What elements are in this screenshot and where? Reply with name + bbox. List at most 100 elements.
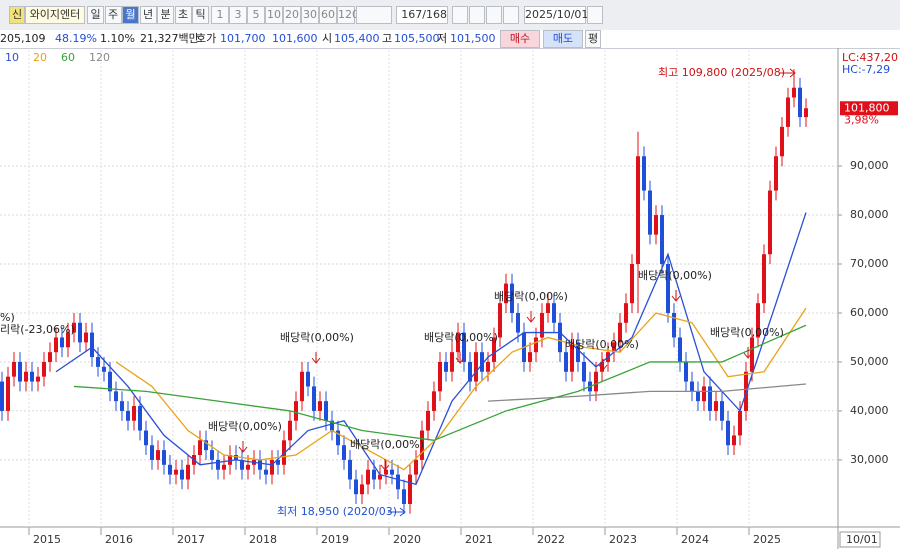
- period-button[interactable]: 월: [122, 6, 139, 24]
- candle-body: [516, 312, 520, 333]
- candle-body: [120, 401, 124, 411]
- dividend-arrow: [238, 441, 248, 453]
- badge[interactable]: 신: [9, 6, 25, 24]
- last-price-box: [840, 101, 898, 116]
- y-tick-label: 90,000: [850, 159, 889, 172]
- y-tick-label: 60,000: [850, 306, 889, 319]
- interval-button[interactable]: 10: [265, 6, 283, 24]
- quote-volume: 205,109: [0, 32, 46, 45]
- candle-body: [690, 381, 694, 392]
- candle-body: [204, 440, 208, 451]
- quote-bid2: 101,600: [272, 32, 318, 45]
- interval-button[interactable]: 30: [301, 6, 319, 24]
- x-tick-label: 2024: [681, 533, 709, 546]
- quote-low: 101,500: [450, 32, 496, 45]
- annotation: 배당락(0,00%): [565, 338, 639, 351]
- tool-icon[interactable]: [503, 6, 519, 24]
- quote-low-label: 저: [437, 32, 448, 45]
- candle-body: [576, 342, 580, 362]
- candle-body: [636, 156, 640, 265]
- interval-button[interactable]: 1: [211, 6, 229, 24]
- candle-body: [324, 401, 328, 421]
- candle-body: [594, 371, 598, 392]
- candle-body: [678, 337, 682, 362]
- candle-body: [420, 430, 424, 460]
- quote-bar: 205,109 48.19% 1.10% 21,327백만 호가 101,700 101,6…: [0, 30, 900, 49]
- plot-area: [0, 50, 838, 527]
- candle-body: [108, 371, 112, 392]
- candle-body: [762, 254, 766, 304]
- candle-body: [444, 361, 448, 372]
- period-button[interactable]: 년: [139, 6, 157, 24]
- candle-body: [24, 371, 28, 382]
- candle-body: [684, 361, 688, 382]
- x-tick-label: 2019: [321, 533, 349, 546]
- candle-body: [102, 366, 106, 372]
- dividend-arrow: [380, 459, 390, 471]
- candle-body: [618, 322, 622, 343]
- x-tick-label: 2022: [537, 533, 565, 546]
- moving-average: [55, 212, 807, 486]
- quote-open-label: 시: [322, 32, 333, 45]
- interval-button[interactable]: 120: [337, 6, 359, 24]
- candle-body: [336, 430, 340, 446]
- date[interactable]: 2025/10/01: [524, 6, 588, 24]
- candle-body: [582, 361, 586, 382]
- legend-item: 120: [89, 51, 110, 64]
- candle-body: [774, 156, 778, 191]
- candle-body: [0, 381, 4, 411]
- x-tick-label: 2025: [753, 533, 781, 546]
- high-arrow: [780, 68, 796, 78]
- candle-body: [228, 455, 232, 465]
- candle-body: [432, 391, 436, 411]
- sell-button[interactable]: 매도: [543, 30, 583, 48]
- cursor-date: 10/01: [846, 533, 878, 546]
- candle-body: [96, 357, 100, 367]
- y-tick-label: 70,000: [850, 257, 889, 270]
- x-tick-label: 2020: [393, 533, 421, 546]
- candle-body: [504, 283, 508, 304]
- count: 167/168: [396, 6, 448, 24]
- candle-body: [768, 190, 772, 255]
- tool-icon[interactable]: [452, 6, 468, 24]
- calendar[interactable]: [587, 6, 603, 24]
- interval-button[interactable]: 3: [229, 6, 247, 24]
- avg-button[interactable]: 평: [585, 30, 601, 48]
- candle-body: [696, 391, 700, 402]
- period-button[interactable]: 일: [87, 6, 104, 24]
- period-button[interactable]: 분: [157, 6, 174, 24]
- candle-body: [534, 337, 538, 353]
- candle-body: [654, 215, 658, 235]
- interval-button[interactable]: 5: [247, 6, 265, 24]
- period-button[interactable]: 주: [104, 6, 122, 24]
- candle-body: [288, 420, 292, 441]
- dropdown[interactable]: [356, 6, 392, 24]
- annotation: 배당락(0,00%): [494, 290, 568, 303]
- candle-body: [564, 352, 568, 372]
- period-button[interactable]: 초: [174, 6, 192, 24]
- candle-body: [342, 445, 346, 460]
- candle-body: [144, 430, 148, 446]
- period-button[interactable]: 틱: [192, 6, 209, 24]
- tool-icon[interactable]: [469, 6, 485, 24]
- dividend-arrow: [311, 352, 321, 364]
- dividend-arrow: [526, 311, 536, 323]
- candle-body: [312, 386, 316, 411]
- tool-icon[interactable]: [486, 6, 502, 24]
- candle-body: [360, 484, 364, 495]
- stock-name[interactable]: 와이지엔터: [25, 6, 85, 24]
- annotation: 배당락(0,00%): [350, 438, 424, 451]
- interval-button[interactable]: 20: [283, 6, 301, 24]
- dividend-arrow: [455, 352, 465, 364]
- quote-volume-ratio: 48.19%: [55, 32, 97, 45]
- candle-body: [30, 371, 34, 382]
- buy-button[interactable]: 매수: [500, 30, 540, 48]
- candle-body: [174, 469, 178, 475]
- y-tick-label: 80,000: [850, 208, 889, 221]
- interval-button[interactable]: 60: [319, 6, 337, 24]
- candle-body: [234, 455, 238, 460]
- candle-body: [708, 386, 712, 411]
- candle-body: [570, 342, 574, 372]
- y-tick-label: 40,000: [850, 404, 889, 417]
- candle-body: [306, 371, 310, 387]
